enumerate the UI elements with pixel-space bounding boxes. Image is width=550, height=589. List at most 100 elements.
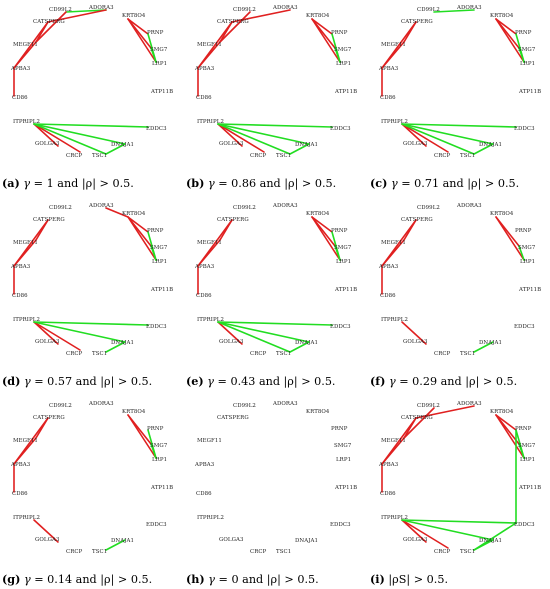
node-label-atp11b: ATP11B xyxy=(518,485,541,491)
edge-itpripl2-eddc3 xyxy=(401,519,517,524)
node-label-cd99l2: CD99L2 xyxy=(233,205,256,211)
node-label-golga3: GOLGA3 xyxy=(403,537,428,543)
edge-itpripl2-tsc1 xyxy=(33,123,107,155)
node-label-catsperg: CATSPERG xyxy=(401,217,433,223)
edge-krt8o4-prnp xyxy=(311,18,333,35)
caption-letter: (f) xyxy=(370,374,386,388)
edge-krt8o4-lrp1 xyxy=(311,18,341,63)
node-label-tsc1: TSC1 xyxy=(460,351,475,357)
node-label-cd86: CD86 xyxy=(380,293,396,299)
edge-itpripl2-golga3 xyxy=(401,321,427,345)
edge-krt8o4-lrp1 xyxy=(127,18,157,63)
node-label-catsperg: CATSPERG xyxy=(401,19,433,25)
edge-itpripl2-dnaja1 xyxy=(33,123,126,145)
node-label-atp11b: ATP11B xyxy=(150,89,173,95)
node-label-krt8o4: KRT8O4 xyxy=(122,211,146,217)
edge-krt8o4-lrp1 xyxy=(495,216,525,261)
node-label-cd99l2: CD99L2 xyxy=(417,403,440,409)
edge-smg7-lrp1 xyxy=(150,443,157,459)
node-label-megf11: MEGF11 xyxy=(381,240,406,246)
node-label-golga3: GOLGA3 xyxy=(219,339,244,345)
node-label-megf11: MEGF11 xyxy=(381,438,406,444)
node-label-itpripl2: ITPRIPL2 xyxy=(197,119,224,125)
node-label-dnaja1: DNAJA1 xyxy=(479,340,502,346)
caption-condition: and |ρ| > 0.5. xyxy=(53,177,134,190)
node-label-golga3: GOLGA3 xyxy=(403,141,428,147)
node-label-megf11: MEGF11 xyxy=(13,240,38,246)
node-label-catsperg: CATSPERG xyxy=(401,415,433,421)
node-label-lrp1: LRP1 xyxy=(336,61,351,67)
caption-value: 0.29 xyxy=(412,375,438,388)
node-label-crcp: CRCP xyxy=(434,153,451,159)
edge-itpripl2-golga3 xyxy=(33,123,59,147)
subfigure-f: ADORA3 KRT8O4 PRNP SMG7 LRP1 ATP11B EDDC3 DNAJA… xyxy=(368,198,546,391)
edge-itpripl2-crcp xyxy=(401,519,449,549)
edge-smg7-lrp1 xyxy=(150,245,157,261)
network-graph: ADORA3 KRT8O4 PRNP SMG7 LRP1 ATP11B EDDC3 DNAJA… xyxy=(10,401,173,555)
node-label-dnaja1: DNAJA1 xyxy=(111,340,134,346)
node-label-dnaja1: DNAJA1 xyxy=(295,538,318,544)
node-label-crcp: CRCP xyxy=(250,549,267,555)
node-label-apba3: APBA3 xyxy=(194,462,215,468)
node-label-cd99l2: CD99L2 xyxy=(233,7,256,13)
subfigure-caption: (e) γ = 0.43 and |ρ| > 0.5. xyxy=(186,373,362,389)
node-label-crcp: CRCP xyxy=(66,549,83,555)
edge-tsc1-dnaja1 xyxy=(289,341,310,353)
node-label-smg7: SMG7 xyxy=(334,245,352,251)
edge-itpripl2-dnaja1 xyxy=(401,519,494,541)
node-label-tsc1: TSC1 xyxy=(92,153,107,159)
node-label-adora3: ADORA3 xyxy=(88,401,114,407)
node-label-prnp: PRNP xyxy=(515,426,532,432)
node-label-krt8o4: KRT8O4 xyxy=(122,409,146,415)
node-label-lrp1: LRP1 xyxy=(152,61,167,67)
subfigure-caption: (d) γ = 0.57 and |ρ| > 0.5. xyxy=(2,373,178,389)
edge-krt8o4-lrp1 xyxy=(127,414,157,459)
node-label-itpripl2: ITPRIPL2 xyxy=(381,515,408,521)
edge-itpripl2-golga3 xyxy=(401,519,427,543)
node-label-adora3: ADORA3 xyxy=(88,5,114,11)
subfigure-b: ADORA3 KRT8O4 PRNP SMG7 LRP1 ATP11B EDDC3 DNAJA… xyxy=(184,0,362,193)
node-label-krt8o4: KRT8O4 xyxy=(306,13,330,19)
node-label-smg7: SMG7 xyxy=(518,245,536,251)
node-label-megf11: MEGF11 xyxy=(197,240,222,246)
node-label-golga3: GOLGA3 xyxy=(35,537,60,543)
caption-variable: γ xyxy=(207,375,214,388)
edge-itpripl2-dnaja1 xyxy=(217,321,310,343)
node-label-atp11b: ATP11B xyxy=(334,287,357,293)
node-label-atp11b: ATP11B xyxy=(150,485,173,491)
caption-condition: |ρS| > 0.5. xyxy=(388,573,449,586)
node-label-apba3: APBA3 xyxy=(194,264,215,270)
node-label-cd86: CD86 xyxy=(12,293,28,299)
node-label-itpripl2: ITPRIPL2 xyxy=(13,317,40,323)
node-label-krt8o4: KRT8O4 xyxy=(490,13,514,19)
caption-variable: γ xyxy=(207,177,215,190)
node-label-crcp: CRCP xyxy=(66,351,83,357)
caption-variable: γ xyxy=(390,177,398,190)
edge-itpripl2-tsc1 xyxy=(217,321,291,353)
node-label-prnp: PRNP xyxy=(147,228,164,234)
node-label-prnp: PRNP xyxy=(331,426,348,432)
node-label-crcp: CRCP xyxy=(434,351,451,357)
caption-letter: (b) xyxy=(186,176,205,190)
node-label-cd86: CD86 xyxy=(380,95,396,101)
edge-itpripl2-dnaja1 xyxy=(401,123,494,145)
edge-itpripl2-golga3 xyxy=(33,321,59,345)
edge-krt8o4-prnp xyxy=(311,216,333,233)
edge-krt8o4-lrp1 xyxy=(127,216,157,261)
node-label-megf11: MEGF11 xyxy=(197,42,222,48)
node-label-krt8o4: KRT8O4 xyxy=(490,211,514,217)
caption-variable: γ xyxy=(23,375,31,388)
node-label-apba3: APBA3 xyxy=(378,264,399,270)
edge-tsc1-dnaja1 xyxy=(473,341,494,353)
caption-variable: γ xyxy=(208,573,215,586)
node-label-cd99l2: CD99L2 xyxy=(417,7,440,13)
node-label-itpripl2: ITPRIPL2 xyxy=(13,515,40,521)
node-label-atp11b: ATP11B xyxy=(334,485,357,491)
subfigure-caption: (c) γ = 0.71 and |ρ| > 0.5. xyxy=(370,175,546,191)
edge-krt8o4-prnp xyxy=(495,414,517,431)
node-label-tsc1: TSC1 xyxy=(460,153,475,159)
caption-equals: = xyxy=(30,573,48,586)
node-label-itpripl2: ITPRIPL2 xyxy=(197,515,224,521)
edge-adora3-krt8o4 xyxy=(105,207,129,218)
